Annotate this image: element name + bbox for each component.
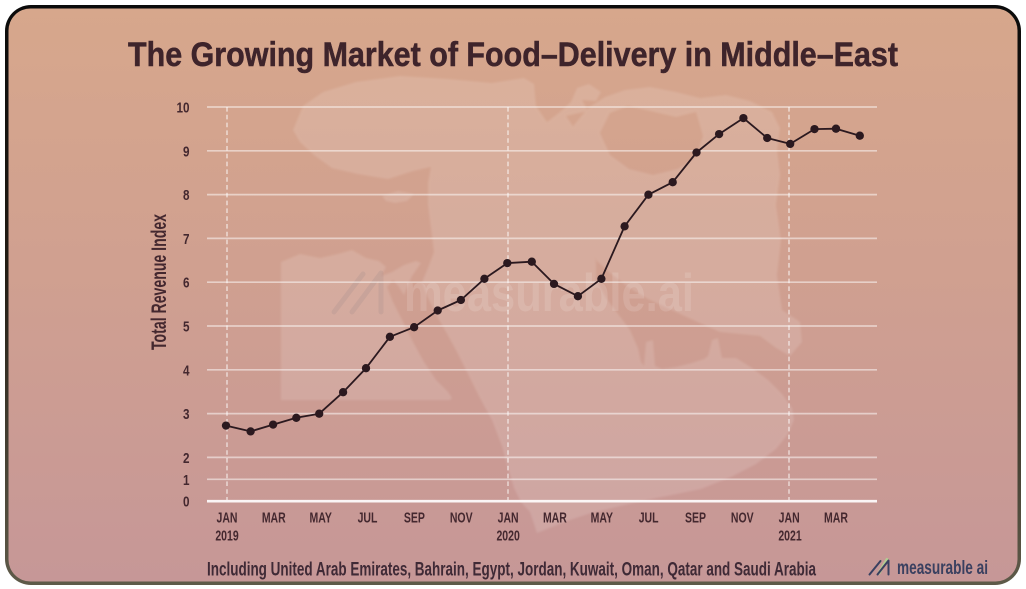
svg-text:2021: 2021 (778, 526, 801, 543)
svg-text:2: 2 (183, 450, 190, 467)
svg-text:Total Revenue Index: Total Revenue Index (148, 214, 171, 350)
svg-text:SEP: SEP (404, 508, 425, 525)
svg-text:Including United Arab Emirates: Including United Arab Emirates, Bahrain,… (207, 558, 817, 580)
svg-text:JUL: JUL (639, 508, 659, 525)
svg-text:2020: 2020 (496, 526, 519, 543)
svg-text:measurable ai: measurable ai (897, 558, 988, 579)
svg-text:SEP: SEP (685, 508, 706, 525)
svg-text:measurable.ai: measurable.ai (404, 264, 694, 323)
svg-text:JUL: JUL (358, 508, 378, 525)
svg-text:2019: 2019 (215, 526, 238, 543)
svg-text:MAR: MAR (543, 508, 567, 525)
svg-text:4: 4 (183, 362, 190, 379)
svg-text:1: 1 (183, 471, 190, 488)
svg-text:5: 5 (183, 318, 190, 335)
svg-text:JAN: JAN (217, 508, 238, 525)
svg-text:9: 9 (183, 143, 190, 160)
svg-text:3: 3 (183, 406, 190, 423)
svg-text:0: 0 (183, 493, 190, 510)
svg-text:JAN: JAN (779, 508, 800, 525)
svg-text:MAR: MAR (262, 508, 286, 525)
svg-text:NOV: NOV (731, 508, 754, 525)
svg-text:MAR: MAR (824, 508, 848, 525)
svg-text:NOV: NOV (450, 508, 473, 525)
svg-text:MAY: MAY (591, 508, 614, 525)
svg-text:6: 6 (183, 274, 190, 291)
svg-text:JAN: JAN (498, 508, 519, 525)
svg-text:10: 10 (177, 99, 190, 116)
svg-text:8: 8 (183, 187, 190, 204)
svg-text:7: 7 (183, 231, 190, 248)
svg-text:The Growing Market of Food–Del: The Growing Market of Food–Delivery in M… (128, 36, 898, 74)
svg-text:MAY: MAY (309, 508, 332, 525)
